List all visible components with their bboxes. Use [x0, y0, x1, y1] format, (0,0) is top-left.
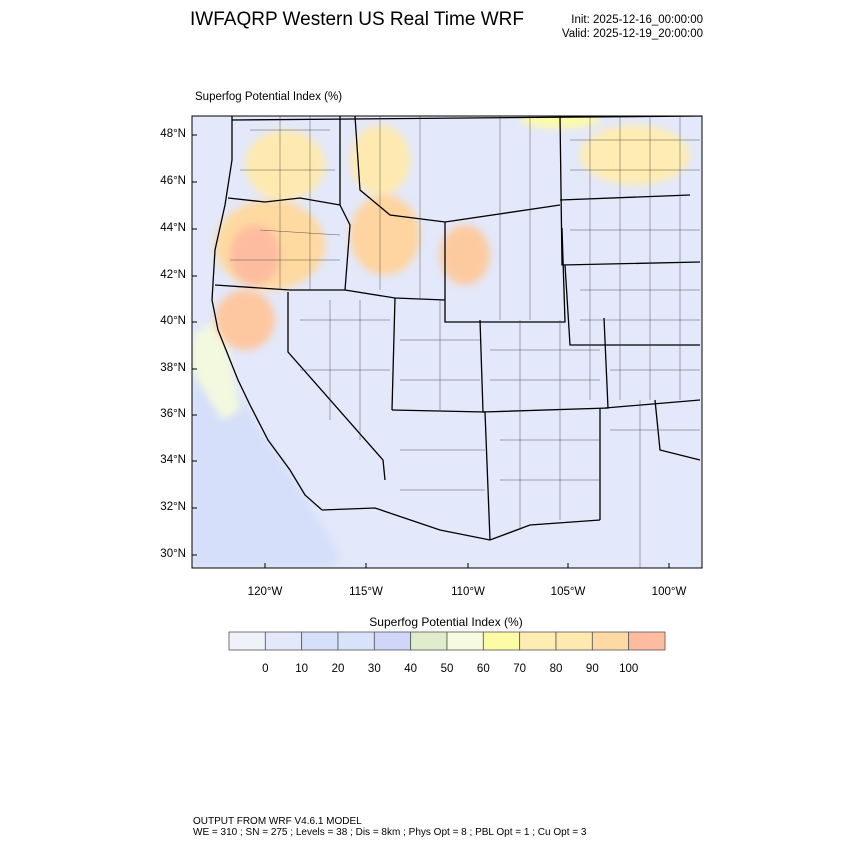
oklahoma-south: [654, 399, 701, 461]
colorbar-label: 60: [476, 663, 490, 675]
map-frame: [191, 115, 703, 569]
colorbar-label: 70: [513, 663, 527, 675]
colorbar-box: [337, 631, 375, 651]
colorbar-box: [591, 631, 630, 651]
footer-settings: WE = 310 ; SN = 275 ; Levels = 38 ; Dis …: [193, 827, 587, 838]
plot-title: IWFAQRP Western US Real Time WRF: [190, 9, 524, 30]
colorbar-box: [628, 631, 666, 651]
county-lines: [230, 116, 700, 568]
colorbar-label: 0: [262, 663, 269, 675]
lat-tick-label: 42°N: [160, 269, 186, 281]
colorbar-label: 30: [367, 663, 381, 675]
init-time: Init: 2025-12-16_00:00:00: [571, 14, 703, 26]
lat-tick-label: 30°N: [160, 548, 186, 560]
lon-tick-label: 115°W: [349, 586, 383, 598]
us-canada-border: [231, 116, 702, 121]
lat-tick-label: 44°N: [160, 222, 186, 234]
state-borders: [211, 116, 702, 541]
colorado-box: [479, 317, 609, 413]
lat-tick-label: 34°N: [160, 454, 186, 466]
norcal-high: [215, 290, 275, 350]
nv-ut-border: [391, 297, 396, 411]
colorbar-box: [446, 631, 484, 651]
colorbar-label: 10: [295, 663, 309, 675]
lon-tick-label: 105°W: [550, 586, 586, 598]
colorbar-label: 50: [440, 663, 454, 675]
az-nm-border: [391, 409, 491, 541]
dakotas-west: [559, 116, 701, 266]
nd-sd-border: [559, 194, 691, 201]
lat-tick-label: 36°N: [160, 408, 186, 420]
lat-tick-label: 48°N: [160, 128, 186, 140]
colorbar-label: 20: [331, 663, 345, 675]
kansas-south: [604, 399, 701, 409]
footer-model: OUTPUT FROM WRF V4.6.1 MODEL: [193, 816, 362, 827]
colorbar: [228, 631, 666, 651]
colorbar-label: 40: [404, 663, 418, 675]
colorbar-label: 90: [585, 663, 599, 675]
lat-tick-label: 38°N: [160, 362, 186, 374]
colorbar-box: [555, 631, 593, 651]
lon-tick-label: 100°W: [651, 586, 687, 598]
idaho-west-border: [339, 116, 351, 291]
dakota-high: [580, 125, 690, 185]
valid-time: Valid: 2025-12-19_20:00:00: [561, 28, 703, 40]
colorbar-label: 80: [549, 663, 563, 675]
colorbar-box: [264, 631, 303, 651]
or-ca-nv-border: [214, 284, 446, 301]
mexico-border: [321, 507, 601, 541]
field-label: Superfog Potential Index (%): [195, 91, 343, 103]
lon-tick-label: 120°W: [247, 586, 283, 598]
colorbar-box: [228, 631, 266, 651]
idaho-high: [350, 195, 420, 275]
pacific-coastline: [211, 116, 323, 511]
ca-nv-border: [287, 292, 386, 481]
colorbar-box: [373, 631, 412, 651]
coastal-fog-band: [192, 320, 240, 420]
colorbar-label: 100: [619, 663, 639, 675]
wa-or-border: [227, 197, 341, 206]
colorbar-box: [410, 631, 448, 651]
tick-marks: [192, 134, 670, 568]
lon-tick-label: 110°W: [451, 586, 485, 598]
colorbar-title: Superfog Potential Index (%): [369, 615, 523, 629]
lat-tick-label: 46°N: [160, 175, 186, 187]
oregon-peak: [230, 225, 280, 285]
washington-high: [245, 130, 325, 200]
lat-tick-label: 32°N: [160, 501, 186, 513]
colorbar-box: [519, 631, 557, 651]
montana-border: [354, 116, 561, 223]
nebraska-south: [564, 264, 700, 346]
colorbar-box: [482, 631, 521, 651]
lat-tick-label: 40°N: [160, 315, 186, 327]
colorbar-box: [301, 631, 339, 651]
wyoming-high: [440, 225, 490, 285]
